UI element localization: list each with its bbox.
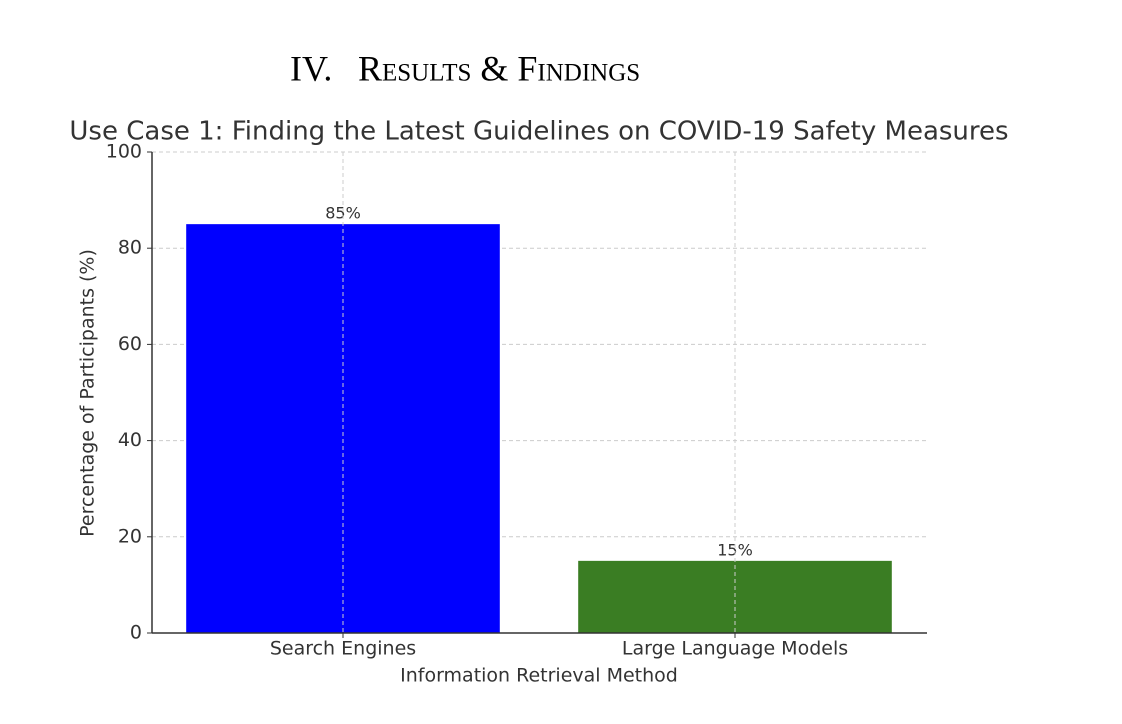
y-tick-label: 40 (118, 429, 142, 451)
value-label: 15% (717, 540, 753, 559)
y-tick-label: 80 (118, 237, 142, 259)
y-tick-label: 60 (118, 333, 142, 355)
section-number: IV. (290, 48, 332, 88)
x-tick-label: Large Language Models (622, 638, 848, 660)
x-axis-label: Information Retrieval Method (400, 665, 678, 687)
chart-title: Use Case 1: Finding the Latest Guideline… (69, 117, 1008, 147)
y-axis-label: Percentage of Participants (%) (77, 249, 99, 537)
x-tick-label: Search Engines (270, 638, 416, 660)
y-tick-label: 20 (118, 525, 142, 547)
section-title: Results & Findings (358, 48, 640, 88)
y-tick-label: 100 (106, 141, 142, 163)
value-label: 85% (325, 204, 361, 223)
y-tick-label: 0 (130, 622, 142, 644)
